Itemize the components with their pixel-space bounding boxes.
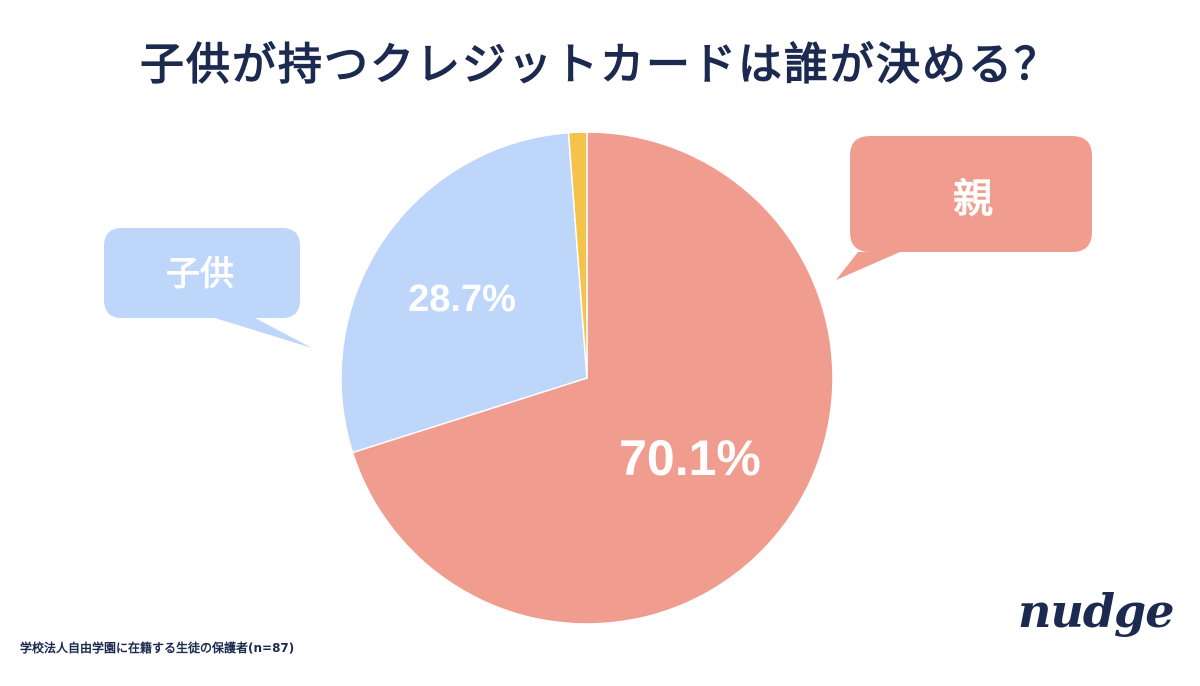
- callout-label-child: 子供: [166, 254, 234, 294]
- pie-slice-1: [340, 131, 588, 454]
- pie-slice-2: [567, 131, 588, 379]
- data-label-parent: 70.1%: [619, 430, 761, 486]
- callout-bubble-parent: 親: [836, 136, 1092, 280]
- pie-slice-0: [351, 131, 834, 625]
- callout-bubble-child-shape: [104, 228, 312, 348]
- data-label-child: 28.7%: [408, 278, 516, 320]
- source-note: 学校法人自由学園に在籍する生徒の保護者(n=87): [20, 641, 295, 655]
- callout-bubble-child: 子供: [104, 228, 312, 348]
- logo-wordmark: nudge: [1018, 584, 1174, 638]
- pie-slices: [340, 131, 834, 625]
- callout-bubble-parent-shape: [836, 136, 1092, 280]
- nudge-logo: nudge: [1018, 578, 1174, 644]
- callout-label-parent: 親: [953, 176, 993, 222]
- chart-title: 子供が持つクレジットカードは誰が決める？: [140, 39, 1060, 90]
